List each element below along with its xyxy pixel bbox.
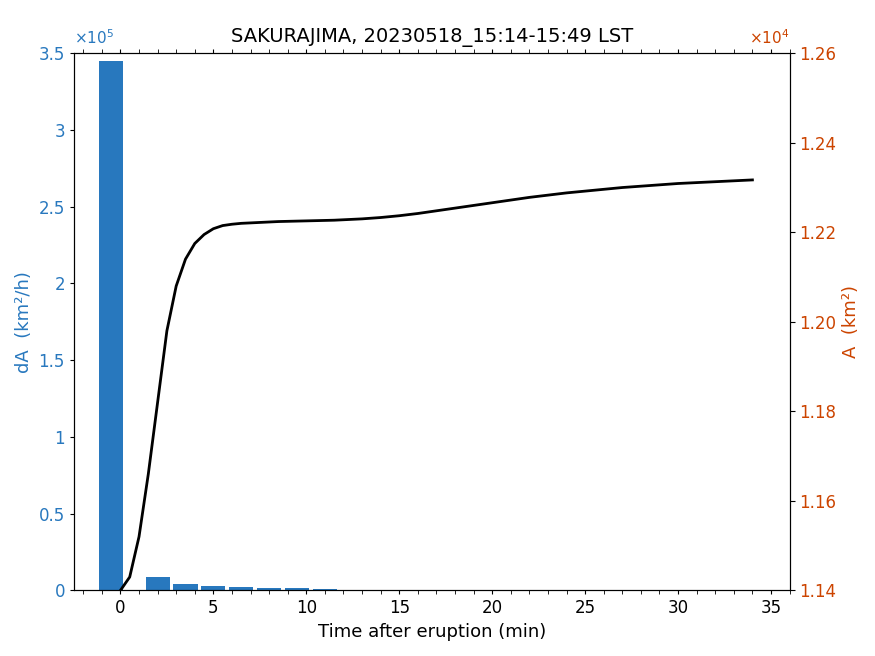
Text: $\times\mathregular{10^4}$: $\times\mathregular{10^4}$ [749, 28, 789, 47]
Bar [201, 586, 226, 590]
X-axis label: Time after eruption (min): Time after eruption (min) [318, 623, 546, 641]
Title: SAKURAJIMA, 20230518_15:14-15:49 LST: SAKURAJIMA, 20230518_15:14-15:49 LST [231, 28, 633, 47]
Bar [99, 61, 123, 590]
Bar [257, 588, 281, 590]
Y-axis label: A  (km²): A (km²) [842, 285, 860, 358]
Bar [313, 589, 337, 590]
Bar [285, 588, 309, 590]
Bar [145, 577, 170, 590]
Text: $\times\mathregular{10^5}$: $\times\mathregular{10^5}$ [74, 28, 114, 47]
Bar [229, 587, 254, 590]
Y-axis label: dA  (km²/h): dA (km²/h) [15, 271, 33, 373]
Bar [173, 583, 198, 590]
